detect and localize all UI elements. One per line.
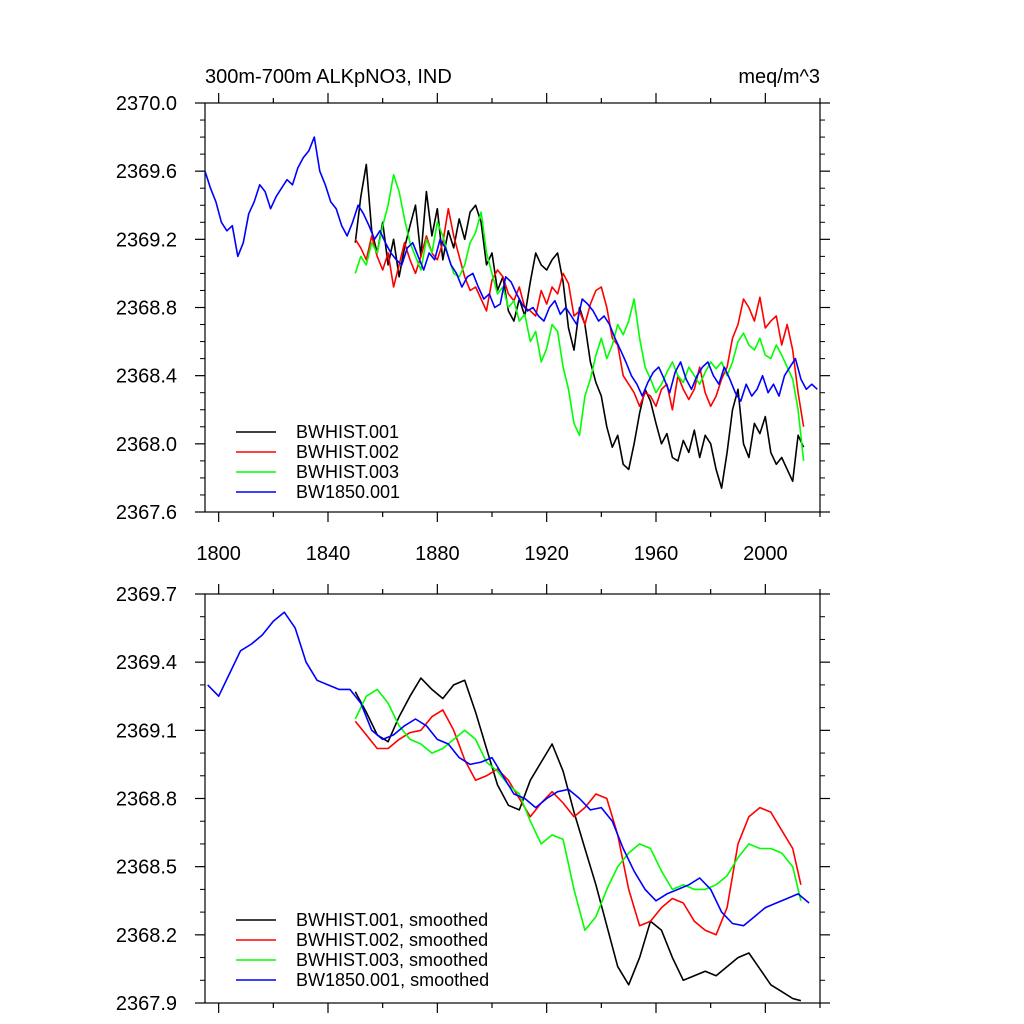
series-line-bwhist-001: [354, 677, 802, 1002]
x-tick-label: 1880: [415, 543, 460, 565]
series-line-bwhist-001: [354, 163, 805, 489]
series-line-bwhist-002: [354, 709, 802, 936]
legend-label: BW1850.001: [296, 482, 400, 502]
y-tick-label: 2367.9: [116, 993, 177, 1015]
y-tick-label: 2368.8: [116, 789, 177, 811]
series-line-bwhist-003: [354, 173, 805, 461]
legend-label: BWHIST.001: [296, 422, 399, 442]
legend-label: BW1850.001, smoothed: [296, 970, 489, 990]
y-tick-label: 2369.2: [116, 229, 177, 251]
y-tick-label: 2369.6: [116, 161, 177, 183]
legend-label: BWHIST.001, smoothed: [296, 910, 488, 930]
y-tick-label: 2368.4: [116, 366, 177, 388]
series-line-bw1850-001: [207, 611, 810, 927]
x-tick-label: 1960: [634, 543, 679, 565]
legend-label: BWHIST.003, smoothed: [296, 950, 488, 970]
x-tick-label: 1920: [524, 543, 569, 565]
series-line-bw1850-001: [205, 136, 818, 403]
y-tick-label: 2369.1: [116, 720, 177, 742]
x-tick-label: 2000: [743, 543, 788, 565]
legend-label: BWHIST.002: [296, 442, 399, 462]
y-tick-label: 2369.4: [116, 652, 177, 674]
y-tick-label: 2368.0: [116, 434, 177, 456]
legend-label: BWHIST.002, smoothed: [296, 930, 488, 950]
y-tick-label: 2369.7: [116, 584, 177, 606]
panel-title: 300m-700m ALKpNO3, IND: [205, 66, 452, 88]
legend-label: BWHIST.003: [296, 462, 399, 482]
top-panel: 2367.6 2368.0 2368.4 2368.8 2369.2 2369.6 2370…: [116, 66, 830, 565]
series-line-bwhist-003: [354, 688, 802, 932]
y-tick-label: 2367.6: [116, 502, 177, 524]
units-label: meq/m^3: [738, 66, 820, 88]
x-tick-label: 1840: [306, 543, 351, 565]
y-tick-label: 2368.8: [116, 298, 177, 320]
y-tick-label: 2368.5: [116, 857, 177, 879]
y-tick-label: 2370.0: [116, 93, 177, 115]
y-tick-label: 2368.2: [116, 925, 177, 947]
bottom-panel: 2367.9 2368.2 2368.5 2368.8 2369.1 2369.4 2369…: [116, 584, 830, 1015]
x-tick-label: 1800: [196, 543, 241, 565]
